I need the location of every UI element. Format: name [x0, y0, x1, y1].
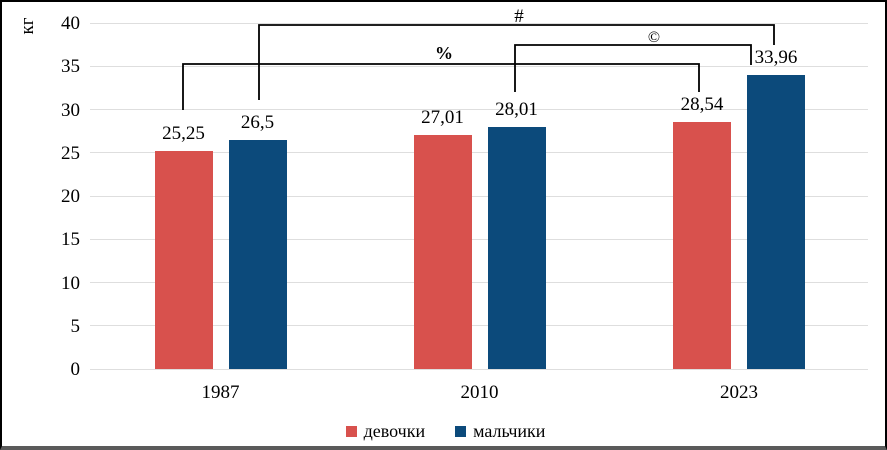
y-gridline [90, 325, 868, 327]
y-gridline [90, 195, 868, 197]
y-axis-tick-label: 30 [61, 99, 80, 121]
bar-value-label: 28,54 [680, 94, 724, 116]
bracket-line [182, 63, 700, 110]
legend-label: девочки [363, 421, 426, 441]
y-axis-tick-label: 40 [61, 13, 80, 34]
bar-девочки-2023 [673, 122, 731, 369]
bracket-symbol-label: © [648, 29, 660, 46]
y-gridline [90, 282, 868, 283]
y-axis-tick-label: 25 [61, 142, 80, 164]
bar-мальчики-1987 [228, 139, 287, 369]
bar-value-label: 27,01 [421, 107, 464, 129]
bar-девочки-1987 [154, 150, 213, 369]
bar-value-label: 28,01 [495, 98, 538, 120]
legend-label: мальчики [473, 421, 546, 441]
y-axis-tick-label: 10 [61, 272, 80, 294]
x-axis-tick-label: 2023 [720, 382, 758, 403]
legend-item-мальчики: мальчики [455, 422, 545, 440]
bar-девочки-2010 [413, 135, 472, 369]
legend-swatch-icon [345, 425, 357, 437]
bar-value-label: 33,96 [754, 47, 798, 69]
legend-item-девочки: девочки [345, 421, 426, 441]
bracket-line [514, 44, 752, 92]
bar-value-label: 26,5 [240, 111, 275, 133]
bar-мальчики-2023 [747, 75, 805, 369]
x-axis-tick-label: 1987 [201, 382, 240, 403]
bar-мальчики-2010 [487, 126, 546, 369]
x-axis-tick-label: 2010 [460, 382, 499, 403]
y-axis-tick-label: 5 [70, 315, 81, 337]
bracket-line [258, 24, 775, 100]
y-gridline [90, 368, 868, 370]
legend: девочки мальчики [2, 421, 885, 441]
legend-swatch-icon [455, 425, 467, 437]
y-axis-tick-label: 15 [61, 229, 80, 251]
y-gridline [90, 238, 868, 240]
bracket-symbol-label: # [514, 6, 524, 27]
y-gridline [90, 22, 868, 24]
y-axis-tick-label: 20 [61, 186, 80, 207]
y-axis-tick-label: 35 [61, 56, 80, 78]
y-axis-tick-label: 0 [70, 359, 81, 380]
bar-value-label: 25,25 [162, 122, 205, 144]
y-gridline [90, 152, 868, 154]
bracket-symbol-label: % [435, 43, 453, 63]
